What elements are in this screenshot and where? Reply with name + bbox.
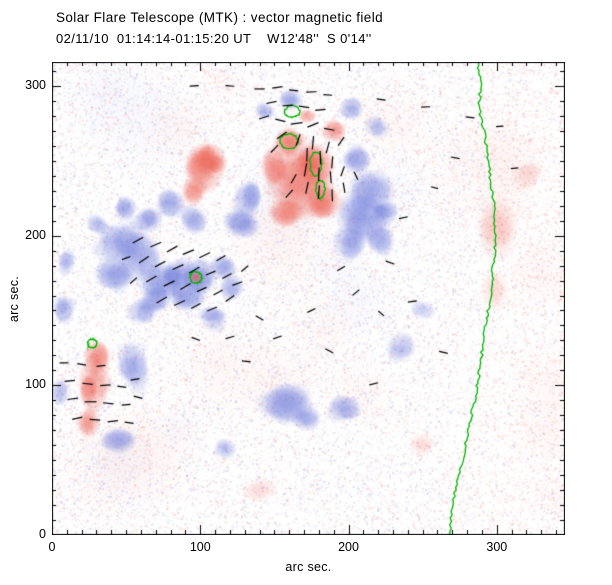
x-axis-label: arc sec.	[285, 560, 332, 574]
x-tick-label: 300	[486, 540, 508, 554]
plot-title: Solar Flare Telescope (MTK) : vector mag…	[56, 10, 384, 25]
magnetogram-canvas	[52, 62, 565, 535]
x-tick-label: 100	[189, 540, 211, 554]
y-tick-label: 300	[25, 77, 46, 92]
y-tick-label: 0	[39, 527, 46, 541]
x-tick-label: 200	[338, 540, 359, 554]
y-tick-label: 100	[25, 377, 46, 392]
plot-subtitle: 02/11/10 01:14:14-01:15:20 UT W12'48'' S…	[56, 31, 372, 46]
x-tick-label: 0	[48, 540, 56, 554]
y-tick-label: 200	[25, 227, 46, 242]
y-axis-label: arc sec.	[7, 275, 21, 322]
